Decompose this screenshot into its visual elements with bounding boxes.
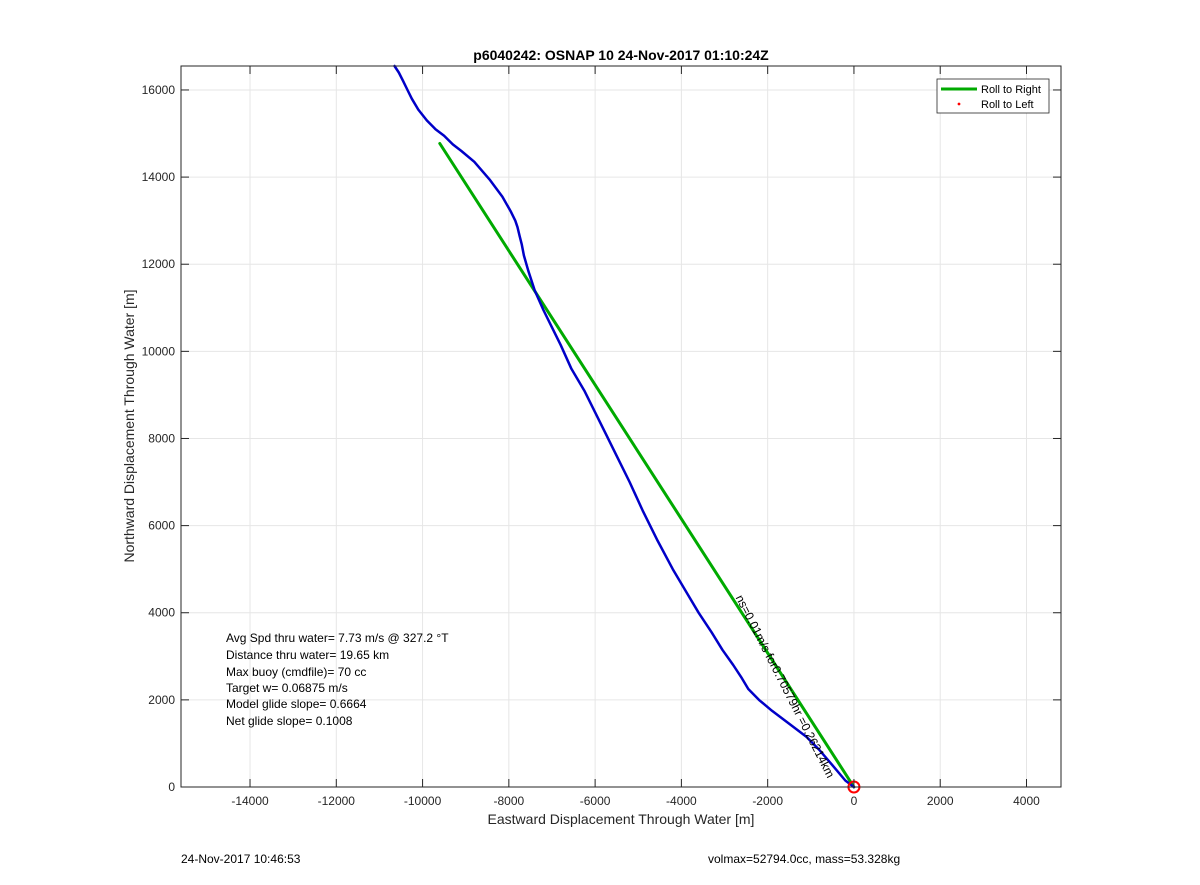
x-tick-labels: -14000 -12000 -10000 -8000 -6000 -4000 -2000 0 2… (231, 66, 1040, 808)
x-tick-label: -8000 (493, 794, 524, 808)
x-tick-label: -14000 (231, 794, 269, 808)
y-tick-label: 10000 (142, 344, 176, 358)
axes-box (180, 65, 1062, 788)
y-tick-label: 0 (168, 780, 175, 794)
stat-max-buoy: Max buoy (cmdfile)= 70 cc (226, 665, 366, 679)
stat-model-glide: Model glide slope= 0.6664 (226, 697, 367, 711)
legend-label-roll-left: Roll to Left (981, 99, 1034, 111)
y-axis-label: Northward Displacement Through Water [m] (121, 289, 137, 562)
series-roll-to-right-line (438, 142, 856, 789)
stat-distance: Distance thru water= 19.65 km (226, 648, 389, 662)
stat-avg-speed: Avg Spd thru water= 7.73 m/s @ 327.2 °T (226, 631, 449, 645)
y-tick-label: 8000 (148, 431, 175, 445)
x-tick-label: -10000 (404, 794, 442, 808)
series-track-line (393, 64, 856, 789)
y-tick-label: 14000 (142, 170, 176, 184)
legend-label-roll-right: Roll to Right (981, 84, 1041, 96)
footer-timestamp: 24-Nov-2017 10:46:53 (181, 852, 301, 866)
x-tick-label: 4000 (1013, 794, 1040, 808)
y-tick-labels: 0 2000 4000 6000 8000 10000 12000 14000 16000 (142, 83, 1061, 794)
x-tick-label: 0 (851, 794, 858, 808)
footer-info: volmax=52794.0cc, mass=53.328kg (708, 852, 901, 866)
legend-box (936, 78, 1050, 114)
x-tick-label: -4000 (666, 794, 697, 808)
stats-annotations: Avg Spd thru water= 7.73 m/s @ 327.2 °T … (226, 631, 449, 728)
y-tick-label: 4000 (148, 606, 175, 620)
y-tick-label: 12000 (142, 257, 176, 271)
x-tick-label: -6000 (580, 794, 611, 808)
x-axis-label: Eastward Displacement Through Water [m] (488, 811, 755, 827)
y-tick-label: 16000 (142, 83, 176, 97)
y-tick-label: 2000 (148, 693, 175, 707)
x-tick-label: -2000 (752, 794, 783, 808)
stat-net-glide: Net glide slope= 0.1008 (226, 714, 353, 728)
legend: Roll to Right Roll to Left (936, 78, 1050, 114)
chart-title: p6040242: OSNAP 10 24-Nov-2017 01:10:24Z (473, 47, 769, 63)
stat-target-w: Target w= 0.06875 m/s (226, 681, 348, 695)
x-tick-label: 2000 (927, 794, 954, 808)
x-tick-label: -12000 (318, 794, 356, 808)
y-tick-label: 6000 (148, 519, 175, 533)
legend-swatch-roll-left (957, 102, 961, 106)
